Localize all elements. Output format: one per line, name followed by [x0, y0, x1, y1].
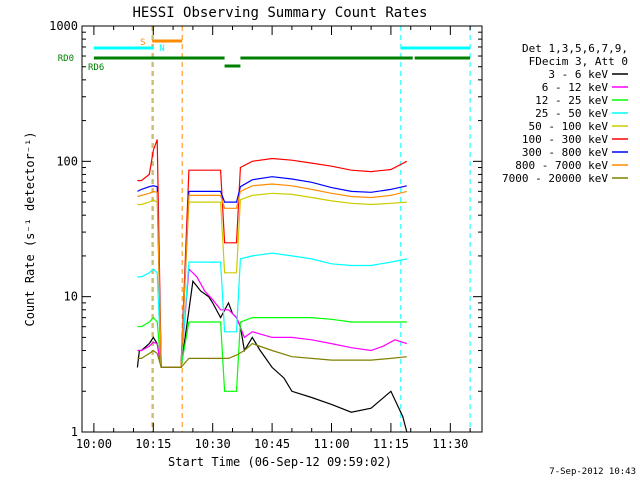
plot-timestamp: 7-Sep-2012 10:43: [549, 467, 636, 477]
series-line-0: [136, 279, 408, 433]
series-line-8: [137, 342, 407, 368]
legend-label-6: 300 - 800 keV: [522, 146, 608, 159]
series-line-4: [137, 192, 407, 368]
series-line-2: [137, 316, 407, 392]
x-tick-label-6: 11:30: [432, 437, 468, 451]
legend-header-line-1: Det 1,3,5,6,7,9,: [522, 42, 628, 55]
x-axis-ticks: 10:00 10:15 10:30 10:45 11:00 11:15 11:30: [76, 26, 471, 451]
legend-label-3: 25 - 50 keV: [535, 107, 608, 120]
x-tick-label-4: 11:00: [313, 437, 349, 451]
legend-label-2: 12 - 25 keV: [535, 94, 608, 107]
legend-label-4: 50 - 100 keV: [529, 120, 609, 133]
series-lines: [136, 139, 408, 433]
x-tick-label-0: 10:00: [76, 437, 112, 451]
legend-label-0: 3 - 6 keV: [548, 68, 608, 81]
x-tick-label-1: 10:15: [135, 437, 171, 451]
flag-label-rd0: RD0: [58, 54, 74, 64]
series-line-5: [137, 139, 408, 368]
flag-label-s: S: [140, 38, 145, 48]
flag-label-n: N: [159, 44, 164, 54]
x-tick-label-5: 11:15: [373, 437, 409, 451]
y-tick-label-0: 1: [71, 425, 78, 439]
series-line-7: [137, 183, 407, 368]
y-tick-label-2: 100: [56, 154, 78, 168]
series-line-3: [137, 252, 407, 368]
legend-label-5: 100 - 300 keV: [522, 133, 608, 146]
y-axis-ticks: 1 10 100 1000: [49, 19, 482, 439]
x-tick-label-3: 10:45: [254, 437, 290, 451]
series-line-1: [137, 267, 407, 368]
y-axis-label: Count Rate (s⁻¹ detector⁻¹): [23, 131, 37, 326]
legend-label-1: 6 - 12 keV: [542, 81, 609, 94]
legend-label-8: 7000 - 20000 keV: [502, 172, 608, 185]
plot-frame: [81, 25, 483, 433]
y-tick-label-1: 10: [64, 290, 78, 304]
legend: Det 1,3,5,6,7,9, FDecim 3, Att 0 3 - 6 k…: [502, 42, 628, 185]
flag-label-rd6: RD6: [88, 63, 104, 73]
series-line-6: [137, 176, 407, 368]
chart-title: HESSI Observing Summary Count Rates: [132, 5, 427, 21]
legend-header-line-2: FDecim 3, Att 0: [529, 55, 628, 68]
x-tick-label-2: 10:30: [195, 437, 231, 451]
legend-label-7: 800 - 7000 keV: [515, 159, 608, 172]
y-tick-label-3: 1000: [49, 19, 78, 33]
instrument-flags: S N RD0 RD6: [58, 26, 471, 432]
x-axis-label: Start Time (06-Sep-12 09:59:02): [168, 455, 392, 469]
